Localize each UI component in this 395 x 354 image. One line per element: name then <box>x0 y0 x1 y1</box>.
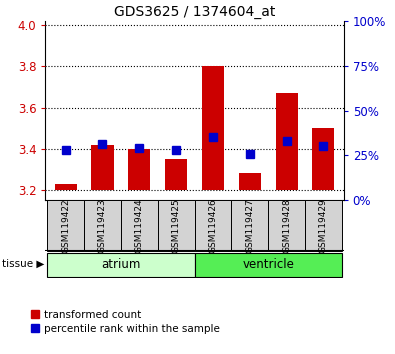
Bar <box>312 128 335 190</box>
Bar <box>231 200 268 251</box>
Bar <box>202 67 224 190</box>
Text: GSM119428: GSM119428 <box>282 198 291 253</box>
Text: GSM119422: GSM119422 <box>61 198 70 253</box>
Title: GDS3625 / 1374604_at: GDS3625 / 1374604_at <box>114 5 275 19</box>
Text: GSM119423: GSM119423 <box>98 198 107 253</box>
Bar <box>128 149 150 190</box>
Bar <box>121 200 158 251</box>
Text: atrium: atrium <box>101 258 141 270</box>
Bar <box>92 144 113 190</box>
Bar <box>55 184 77 190</box>
Bar <box>268 200 305 251</box>
Text: GSM119424: GSM119424 <box>135 198 144 253</box>
Text: tissue ▶: tissue ▶ <box>2 259 44 269</box>
Bar <box>47 200 84 251</box>
Bar <box>305 200 342 251</box>
Bar <box>194 253 342 276</box>
Bar <box>47 253 194 276</box>
Bar <box>276 93 297 190</box>
Bar <box>165 159 187 190</box>
Bar <box>194 200 231 251</box>
Text: GSM119426: GSM119426 <box>209 198 217 253</box>
Bar <box>239 173 261 190</box>
Text: GSM119429: GSM119429 <box>319 198 328 253</box>
Legend: transformed count, percentile rank within the sample: transformed count, percentile rank withi… <box>31 310 220 334</box>
Bar <box>158 200 194 251</box>
Bar <box>84 200 121 251</box>
Text: GSM119425: GSM119425 <box>172 198 181 253</box>
Text: ventricle: ventricle <box>242 258 294 270</box>
Text: GSM119427: GSM119427 <box>245 198 254 253</box>
